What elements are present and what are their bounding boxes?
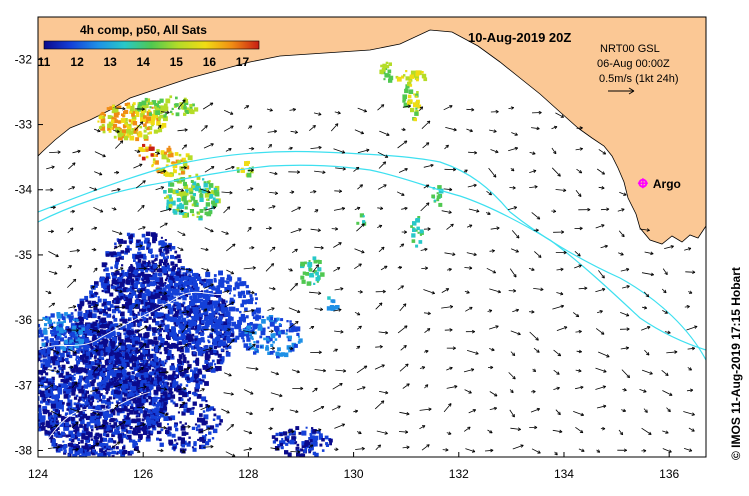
- colorbar-ticks: 11 12 13 14 15 16 17: [38, 55, 250, 69]
- colorbar-tick-label: 17: [236, 55, 250, 69]
- colorbar: 4h comp, p50, All Sats 11 12 13 14 15 16 17: [38, 23, 260, 69]
- x-tick-label: 128: [238, 467, 258, 481]
- x-tick-label: 136: [659, 467, 679, 481]
- legend-line-3: 0.5m/s (1kt 24h): [599, 73, 678, 85]
- current-vectors: [44, 99, 698, 457]
- legend-arrow-icon: [608, 87, 635, 95]
- argo-label: Argo: [653, 177, 681, 191]
- x-tick-label: 134: [554, 467, 574, 481]
- deep-contour: [38, 291, 231, 351]
- colorbar-tick-label: 11: [38, 55, 51, 69]
- colorbar-tick-label: 13: [103, 55, 117, 69]
- y-tick-label: -34: [15, 183, 33, 197]
- deep-contour-2: [39, 391, 151, 451]
- colorbar-title: 4h comp, p50, All Sats: [80, 23, 207, 37]
- map-title: 10-Aug-2019 20Z: [468, 30, 571, 45]
- y-tick-label: -35: [15, 248, 33, 262]
- y-tick-label: -33: [15, 118, 33, 132]
- legend-line-2: 06-Aug 00:00Z: [597, 58, 670, 70]
- y-axis: -32 -33 -34 -35 -36 -37 -38: [15, 52, 43, 457]
- y-tick-label: -38: [15, 443, 33, 457]
- land-coastline: [38, 17, 706, 245]
- x-tick-label: 130: [344, 467, 364, 481]
- map-layers: [38, 17, 706, 457]
- x-tick-label: 126: [133, 467, 153, 481]
- argo-marker[interactable]: Argo: [637, 177, 681, 191]
- plot-border: [37, 16, 707, 458]
- colorbar-bar: [43, 40, 260, 50]
- shelf-contour-outer: [38, 150, 706, 361]
- velocity-legend: NRT00 GSL 06-Aug 00:00Z 0.5m/s (1kt 24h): [597, 43, 678, 95]
- y-tick-label: -37: [15, 378, 33, 392]
- legend-line-1: NRT00 GSL: [600, 43, 660, 55]
- colorbar-tick-label: 12: [70, 55, 84, 69]
- x-axis: 124 126 128 130 132 134 136: [28, 452, 680, 481]
- colorbar-tick-label: 14: [137, 55, 151, 69]
- shelf-contour-inner: [38, 164, 706, 351]
- y-tick-label: -32: [15, 52, 33, 66]
- x-tick-label: 124: [28, 467, 48, 481]
- argo-float-icon: [637, 178, 648, 189]
- sst-pixels: [38, 61, 444, 457]
- colorbar-tick-label: 16: [203, 55, 217, 69]
- colorbar-tick-label: 15: [170, 55, 184, 69]
- credit-text: © IMOS 11-Aug-2019 17:15 Hobart: [729, 267, 743, 460]
- y-tick-label: -36: [15, 313, 33, 327]
- x-tick-label: 132: [449, 467, 469, 481]
